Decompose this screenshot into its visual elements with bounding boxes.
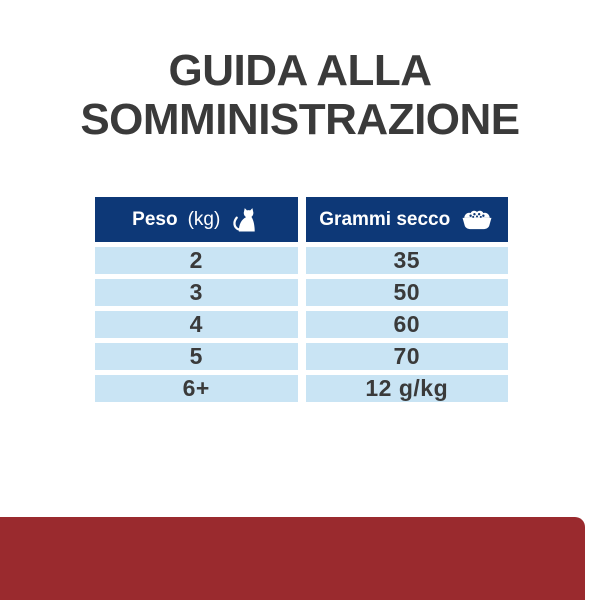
bottom-accent-bar <box>0 517 585 600</box>
cat-icon <box>230 205 260 235</box>
peso-header-label: Peso <box>132 208 178 230</box>
food-bowl-icon <box>460 208 494 232</box>
page-title: GUIDA ALLA SOMMINISTRAZIONE <box>0 46 600 144</box>
table-cell-peso: 6+ <box>95 375 298 402</box>
peso-header-unit: (kg) <box>187 208 221 230</box>
table-cell-grammi: 60 <box>305 311 508 338</box>
table-cell-grammi: 50 <box>305 279 508 306</box>
table-cell-peso: 2 <box>95 247 298 274</box>
table-cell-peso: 3 <box>95 279 298 306</box>
table-cell-peso: 4 <box>95 311 298 338</box>
feeding-table: Peso (kg) Grammi secco <box>95 197 508 402</box>
page-title-line1: GUIDA ALLA <box>168 46 432 95</box>
table-cell-peso: 5 <box>95 343 298 370</box>
table-cell-grammi: 35 <box>305 247 508 274</box>
table-cell-grammi: 70 <box>305 343 508 370</box>
column-header-grammi: Grammi secco <box>305 197 508 242</box>
table-cell-grammi: 12 g/kg <box>305 375 508 402</box>
column-header-peso: Peso (kg) <box>95 197 298 242</box>
grammi-header-label: Grammi secco <box>319 208 451 230</box>
page-title-line2: SOMMINISTRAZIONE <box>80 95 520 144</box>
